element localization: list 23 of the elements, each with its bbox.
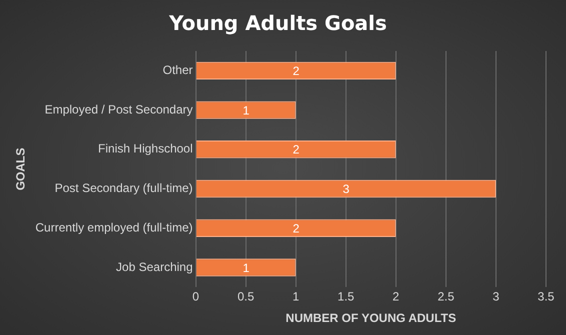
x-axis-title: NUMBER OF YOUNG ADULTS [286,311,456,326]
data-label: 2 [292,142,300,157]
data-label: 1 [242,103,250,118]
x-tick-label: 1.5 [338,290,355,304]
y-tick-label: Other [162,62,193,77]
x-tick-label: 1 [292,290,300,304]
data-label: 2 [292,221,300,236]
x-tick-label: 3 [492,290,500,304]
x-tick-label: 0.5 [237,290,254,304]
y-tick-label: Finish Highschool [98,142,193,156]
data-label: 2 [292,64,300,78]
x-tick-label: 2 [392,290,400,304]
y-tick-label: Post Secondary (full-time) [54,181,193,196]
y-axis-title: GOALS [14,148,28,190]
x-tick-label: 0 [192,290,200,304]
data-label: 1 [242,260,250,275]
x-tick-label: 3.5 [538,290,555,304]
y-tick-label: Employed / Post Secondary [44,102,193,116]
y-tick-label: Currently employed (full-time) [35,220,193,234]
x-tick-label: 2.5 [438,290,455,304]
data-label: 3 [342,182,350,196]
y-tick-label: Job Searching [116,260,193,274]
chart-title: Young Adults Goals [168,11,387,36]
